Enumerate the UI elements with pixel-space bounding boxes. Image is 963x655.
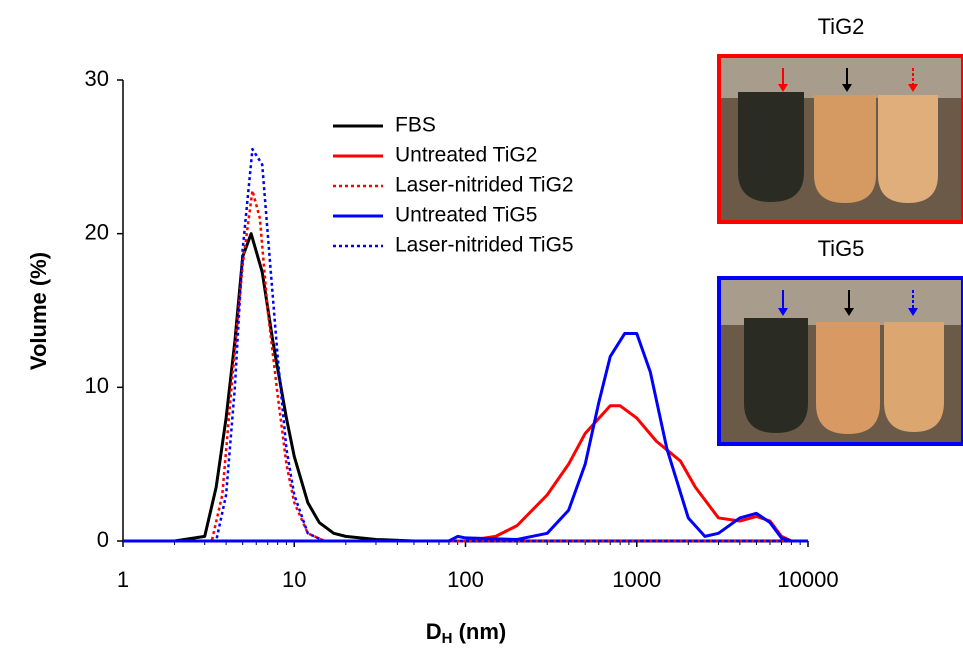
tube [878,95,938,203]
legend-label: Untreated TiG2 [395,144,537,167]
x-tick-label: 10 [282,567,306,592]
series-line [123,147,808,543]
inset-photo [721,58,961,220]
inset-photo [721,280,961,442]
tube [738,92,804,202]
x-label-main: D [426,619,442,644]
inset-frame [717,54,963,224]
arrow-head [842,84,852,92]
x-tick-label: 1 [117,567,129,592]
inset-frame [717,276,963,446]
y-tick-label: 20 [85,219,109,244]
y-tick-label: 30 [85,66,109,91]
tube [744,318,808,433]
x-tick-label: 10000 [777,567,838,592]
series-line [123,189,808,543]
inset-title: TiG2 [818,14,865,39]
x-tick-label: 100 [447,567,484,592]
tube [884,322,944,432]
x-axis-label: DH (nm) [426,619,507,647]
legend-label: FBS [395,114,436,137]
inset-title: TiG5 [818,236,865,261]
arrow-head [778,84,788,92]
y-axis-label: Volume (%) [26,252,51,370]
x-label-sub: H [442,630,453,647]
tube [814,95,876,203]
photo-bg [721,280,961,325]
arrow-head [844,308,854,316]
x-tick-label: 1000 [612,567,661,592]
arrow-head [908,308,918,316]
legend-label: Untreated TiG5 [395,204,537,227]
tube [816,322,880,434]
x-label-unit: (nm) [452,619,506,644]
series-line [123,332,808,543]
arrow-head [778,308,788,316]
y-tick-label: 0 [97,527,109,552]
arrow-head [908,84,918,92]
photo-bg [721,58,961,98]
legend-label: Laser-nitrided TiG5 [395,234,574,257]
legend-label: Laser-nitrided TiG2 [395,174,574,197]
y-tick-label: 10 [85,373,109,398]
